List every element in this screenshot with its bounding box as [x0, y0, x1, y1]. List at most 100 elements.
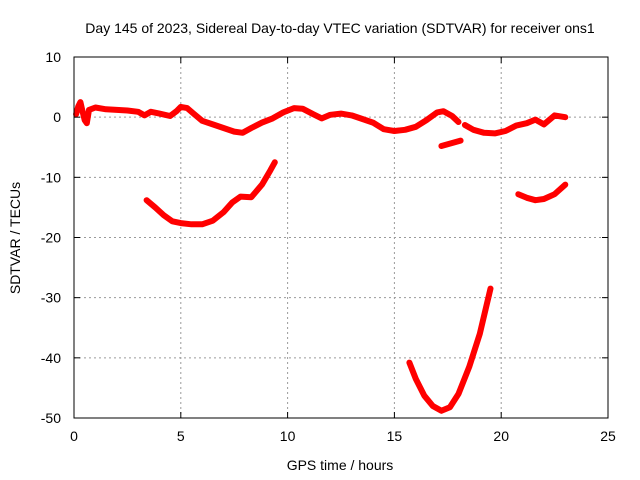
data-point [391, 128, 397, 134]
data-point [421, 393, 427, 399]
data-point [167, 113, 173, 119]
y-axis-label: SDTVAR / TECUs [7, 182, 23, 294]
x-tick-label: 10 [280, 428, 296, 444]
y-tick-label: -40 [41, 350, 61, 366]
x-tick-label: 20 [493, 428, 509, 444]
series-line-segment-1 [73, 99, 462, 136]
data-point [221, 209, 226, 215]
data-point [84, 120, 90, 126]
data-point [552, 191, 558, 197]
data-point [124, 108, 130, 113]
data-point [248, 125, 254, 131]
data-point [184, 105, 190, 111]
data-point [73, 111, 79, 117]
data-point [441, 108, 446, 114]
data-point [169, 218, 175, 224]
data-point [178, 220, 184, 226]
data-point [272, 159, 278, 165]
data-point [210, 218, 216, 224]
axis-ticks [73, 56, 609, 419]
x-tick-label: 25 [600, 428, 616, 444]
data-point [291, 105, 297, 111]
data-point [259, 120, 265, 126]
data-point [259, 182, 265, 188]
data-point [359, 116, 365, 122]
data-point [532, 117, 538, 123]
y-tick-label: -10 [41, 169, 61, 185]
data-point [370, 120, 376, 126]
series-line-segment-6 [406, 285, 494, 414]
data-point [114, 107, 120, 113]
data-point [161, 212, 167, 218]
data-point [541, 121, 547, 127]
data-point [189, 221, 194, 227]
data-point [210, 121, 216, 127]
y-tick-labels: 10 0 -10 -20 -30 -40 -50 [41, 49, 61, 426]
data-point [562, 182, 568, 188]
x-tick-label: 5 [177, 428, 185, 444]
data-point [456, 391, 461, 397]
data-point [229, 200, 235, 206]
data-point [458, 138, 464, 144]
data-point [135, 109, 141, 115]
data-point [148, 109, 154, 115]
data-point [541, 196, 547, 202]
data-point [349, 112, 355, 118]
data-point [492, 130, 498, 136]
data-point [231, 129, 237, 135]
data-point [462, 122, 468, 128]
data-series-group [73, 99, 569, 414]
data-point [174, 108, 179, 114]
data-point [191, 111, 197, 117]
data-point [524, 120, 530, 126]
data-point [503, 128, 508, 134]
data-point [280, 109, 286, 115]
x-tick-label: 15 [387, 428, 403, 444]
y-tick-label: -30 [41, 290, 61, 306]
data-point [86, 107, 92, 113]
data-point [381, 126, 387, 132]
x-tick-label: 0 [70, 428, 78, 444]
data-point [423, 117, 429, 123]
data-point [402, 127, 408, 133]
gridlines [74, 57, 608, 418]
data-point [449, 113, 455, 119]
data-point [310, 111, 316, 117]
data-point [552, 112, 558, 118]
data-point [532, 197, 538, 203]
data-point [300, 106, 306, 112]
data-point [92, 105, 98, 110]
data-point [447, 404, 453, 410]
y-tick-label: 0 [53, 109, 61, 125]
y-tick-label: -20 [41, 230, 61, 246]
data-point [513, 123, 519, 129]
data-point [142, 112, 147, 118]
y-tick-label: 10 [45, 49, 61, 65]
data-point [438, 143, 444, 149]
data-point [77, 99, 83, 105]
x-tick-labels: 0 5 10 15 20 25 [70, 428, 616, 444]
data-point [524, 195, 530, 201]
data-point [481, 130, 487, 136]
y-tick-label: -50 [41, 410, 61, 426]
data-point [438, 408, 444, 414]
data-point [430, 403, 436, 409]
data-point [199, 221, 205, 227]
data-point [240, 130, 246, 136]
data-point [456, 119, 461, 125]
data-point [319, 115, 325, 121]
data-point [515, 191, 521, 197]
data-point [178, 104, 184, 110]
data-point [562, 114, 568, 120]
data-point [413, 124, 419, 130]
data-point [447, 141, 453, 147]
data-point [477, 331, 483, 337]
data-point [199, 118, 205, 124]
data-point [152, 204, 158, 210]
data-point [80, 108, 85, 114]
data-point [238, 194, 244, 200]
data-point [338, 111, 344, 117]
data-point [434, 109, 440, 115]
data-point [103, 106, 109, 112]
data-point [144, 197, 150, 203]
